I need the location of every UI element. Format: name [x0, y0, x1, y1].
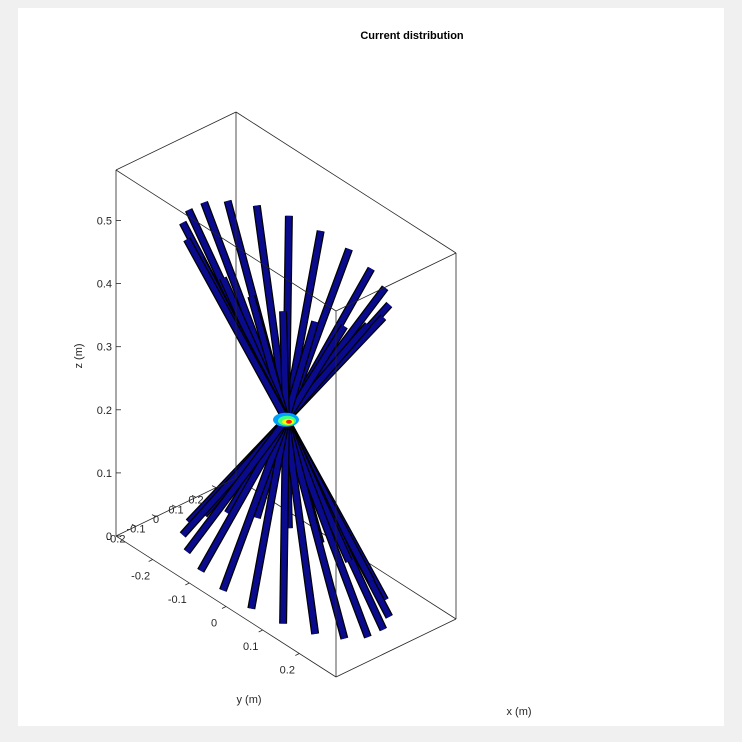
- z-tick-label: 0.5: [97, 215, 112, 227]
- y-tick-label: -0.2: [107, 533, 126, 545]
- y-tick-label: 0.1: [168, 504, 183, 516]
- chart-title: Current distribution: [360, 30, 464, 42]
- y-axis-label: y (m): [236, 694, 261, 706]
- element-upper-18: [282, 320, 320, 421]
- axis-ticks: 00.10.20.30.40.5-0.2-0.100.10.2-0.2-0.10…: [97, 215, 300, 677]
- element-lower-17: [279, 419, 290, 624]
- antenna-elements: [179, 199, 393, 640]
- axes-background: [18, 8, 724, 726]
- element-upper-17: [279, 311, 290, 420]
- element-lower-16: [247, 419, 290, 610]
- box-edge-top-4: [235, 111, 457, 254]
- element-upper-13: [183, 237, 290, 422]
- element-lower-13: [183, 417, 290, 555]
- box-edge-back-floor-y: [335, 618, 457, 678]
- x-tick-label: 0.1: [243, 641, 258, 653]
- y-tick-label: 0: [153, 514, 159, 526]
- box-edge-top-1: [115, 169, 337, 312]
- z-tick-label: 0.1: [97, 468, 112, 480]
- box-edge-top-2: [115, 111, 237, 171]
- box-edge-top-3: [335, 252, 457, 312]
- z-axis-label: z (m): [73, 343, 85, 368]
- z-tick-label: 0.4: [97, 279, 112, 291]
- x-tick-label: -0.2: [131, 571, 150, 583]
- current-hotspot: [273, 412, 299, 427]
- z-tick-label: 0: [106, 531, 112, 543]
- x-axis-label: x (m): [506, 706, 531, 718]
- element-lower-18: [282, 419, 320, 635]
- x-tick-label: 0: [211, 618, 217, 630]
- x-tick-label: -0.1: [168, 594, 187, 606]
- element-lower-19: [282, 418, 349, 640]
- element-lower-15: [219, 418, 290, 592]
- z-tick-label: 0.2: [97, 405, 112, 417]
- z-tick-label: 0.3: [97, 342, 112, 354]
- x-tick-label: 0.2: [280, 665, 295, 677]
- element-upper-19: [282, 324, 348, 422]
- y-tick-label: -0.1: [127, 524, 146, 536]
- y-tick-label: 0.2: [188, 495, 203, 507]
